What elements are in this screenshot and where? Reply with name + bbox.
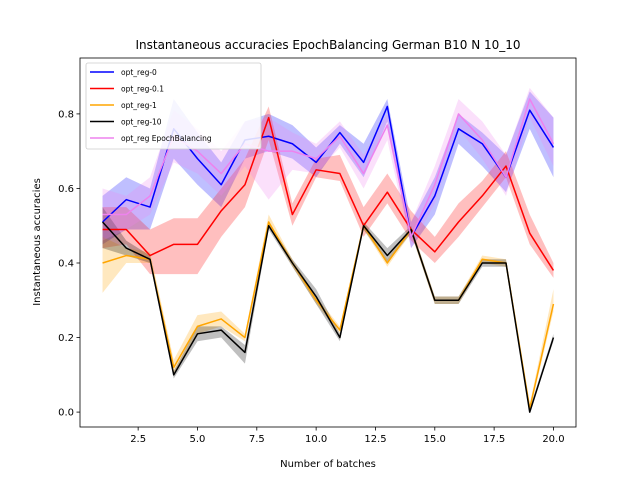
legend-label-opt-reg-0: opt_reg-0 xyxy=(121,68,157,77)
y-axis-ticks: 0.0 0.2 0.4 0.6 0.8 xyxy=(58,109,80,419)
band-opt-reg-epochbalancing xyxy=(102,87,554,249)
y-axis-label: Instantaneous accuracies xyxy=(32,178,43,306)
y-tick-label: 0.2 xyxy=(58,333,74,344)
x-tick-label: 2.5 xyxy=(130,434,146,445)
y-tick-label: 0.4 xyxy=(58,259,74,270)
band-opt-reg-1 xyxy=(102,214,554,413)
x-tick-label: 17.5 xyxy=(483,434,505,445)
legend-box xyxy=(85,62,262,150)
legend-label-opt-reg-0-1: opt_reg-0.1 xyxy=(121,85,164,94)
y-tick-label: 0.6 xyxy=(58,184,74,195)
legend-items: opt_reg-0 opt_reg-0.1 opt_reg-1 opt_reg-10o… xyxy=(90,68,212,143)
legend-label-opt-reg-epochbalancing: opt_reg EpochBalancing xyxy=(121,134,212,143)
x-axis-ticks: 2.5 5.0 7.5 10.0 12.5 15.0 17.5 20.0 xyxy=(130,427,565,445)
x-axis-label: Number of batches xyxy=(280,459,376,470)
legend: opt_reg-0 opt_reg-0.1 opt_reg-1 opt_reg-10o… xyxy=(85,62,262,150)
confidence-bands xyxy=(102,87,554,413)
legend-label-opt-reg-1: opt_reg-1 xyxy=(121,101,157,110)
band-opt-reg-0 xyxy=(102,91,554,249)
x-tick-label: 7.5 xyxy=(249,434,265,445)
chart-title: Instantaneous accuracies EpochBalancing … xyxy=(135,38,520,52)
x-tick-label: 10.0 xyxy=(305,434,327,445)
x-tick-label: 12.5 xyxy=(364,434,386,445)
band-opt-reg-0-1 xyxy=(102,106,554,278)
legend-label-opt-reg-10: opt_reg-10 xyxy=(121,118,162,127)
y-tick-label: 0.8 xyxy=(58,109,74,120)
line-opt-reg-10 xyxy=(101,221,555,413)
y-tick-label: 0.0 xyxy=(58,408,74,419)
plot-area-frame xyxy=(79,57,577,428)
x-tick-label: 20.0 xyxy=(542,434,564,445)
line-opt-reg-1 xyxy=(102,221,555,410)
x-tick-label: 15.0 xyxy=(424,434,446,445)
x-tick-label: 5.0 xyxy=(190,434,206,445)
line-opt-reg-0-1 xyxy=(102,116,555,271)
